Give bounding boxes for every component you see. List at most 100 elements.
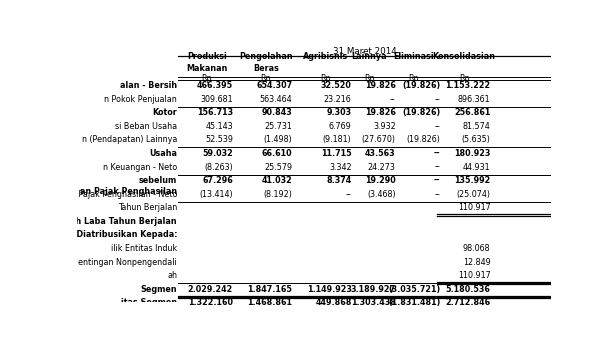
Text: 466.395: 466.395	[197, 81, 233, 90]
Text: (19.826): (19.826)	[402, 81, 440, 90]
Text: 309.681: 309.681	[200, 95, 233, 104]
Text: si Beban Usaha: si Beban Usaha	[115, 122, 177, 131]
Text: Produksi
Makanan: Produksi Makanan	[186, 53, 228, 73]
Text: 98.068: 98.068	[463, 244, 491, 253]
Text: --: --	[390, 95, 396, 104]
Text: entingan Nonpengendali: entingan Nonpengendali	[78, 258, 177, 266]
Text: 156.713: 156.713	[197, 108, 233, 117]
Text: Rp: Rp	[320, 74, 330, 83]
Text: 654.307: 654.307	[256, 81, 293, 90]
Text: n Keuangan - Neto: n Keuangan - Neto	[103, 163, 177, 172]
Text: 25.579: 25.579	[264, 163, 293, 172]
Text: Rp: Rp	[364, 74, 375, 83]
Text: 11.715: 11.715	[321, 149, 352, 158]
Text: sebelum
an Pajak Penghasilan: sebelum an Pajak Penghasilan	[80, 176, 177, 196]
Text: 256.861: 256.861	[454, 108, 491, 117]
Text: 6.769: 6.769	[329, 122, 352, 131]
Text: Eliminasi: Eliminasi	[394, 53, 435, 61]
Text: (25.074): (25.074)	[457, 190, 491, 199]
Text: 2.029.242: 2.029.242	[188, 285, 233, 294]
Text: (9.181): (9.181)	[323, 136, 352, 144]
Text: Rp: Rp	[459, 74, 469, 83]
Text: 110.917: 110.917	[458, 203, 491, 212]
Text: 67.296: 67.296	[203, 176, 233, 185]
Text: Segmen: Segmen	[140, 285, 177, 294]
Text: (13.414): (13.414)	[200, 190, 233, 199]
Text: 9.303: 9.303	[326, 108, 352, 117]
Text: (1.831.481): (1.831.481)	[388, 298, 440, 307]
Text: ah: ah	[167, 271, 177, 280]
Text: 1.153.222: 1.153.222	[446, 81, 491, 90]
Text: 449.868: 449.868	[315, 298, 352, 307]
Text: --: --	[435, 163, 440, 172]
Text: --: --	[434, 176, 440, 185]
Text: (19.826): (19.826)	[402, 108, 440, 117]
Text: Kotor: Kotor	[152, 108, 177, 117]
Text: n (Pendapatan) Lainnya: n (Pendapatan) Lainnya	[81, 136, 177, 144]
Text: 5.180.536: 5.180.536	[446, 285, 491, 294]
Text: (27.670): (27.670)	[362, 136, 396, 144]
Text: 896.361: 896.361	[458, 95, 491, 104]
Text: 1.468.861: 1.468.861	[247, 298, 293, 307]
Text: 2.712.846: 2.712.846	[446, 298, 491, 307]
Text: 180.923: 180.923	[454, 149, 491, 158]
Text: 81.574: 81.574	[463, 122, 491, 131]
Text: Rp: Rp	[409, 74, 419, 83]
Text: 25.731: 25.731	[264, 122, 293, 131]
Text: 1.303.438: 1.303.438	[351, 298, 396, 307]
Text: n Pokok Penjualan: n Pokok Penjualan	[104, 95, 177, 104]
Text: 3.189.927: 3.189.927	[351, 285, 396, 294]
Text: 1.847.165: 1.847.165	[247, 285, 293, 294]
Text: 135.992: 135.992	[454, 176, 491, 185]
Text: 19.290: 19.290	[365, 176, 396, 185]
Text: n Pajak Penghasilan - Neto: n Pajak Penghasilan - Neto	[70, 190, 177, 199]
Text: --: --	[434, 149, 440, 158]
Text: (1.498): (1.498)	[264, 136, 293, 144]
Text: 3.342: 3.342	[329, 163, 352, 172]
Text: 563.464: 563.464	[259, 95, 293, 104]
Text: 1.322.160: 1.322.160	[188, 298, 233, 307]
Text: (3.468): (3.468)	[367, 190, 396, 199]
Text: Pengolahan
Beras: Pengolahan Beras	[239, 53, 293, 73]
Text: Konsolidasian: Konsolidasian	[433, 53, 496, 61]
Text: 8.374: 8.374	[326, 176, 352, 185]
Text: (5.635): (5.635)	[461, 136, 491, 144]
Text: ilik Entitas Induk: ilik Entitas Induk	[111, 244, 177, 253]
Text: 43.563: 43.563	[365, 149, 396, 158]
Text: 44.931: 44.931	[463, 163, 491, 172]
Text: Tahun Berjalan: Tahun Berjalan	[118, 203, 177, 212]
Text: 24.273: 24.273	[368, 163, 396, 172]
Text: 12.849: 12.849	[463, 258, 491, 266]
Text: Agribisnis: Agribisnis	[303, 53, 348, 61]
Text: 66.610: 66.610	[262, 149, 293, 158]
Text: 23.216: 23.216	[324, 95, 352, 104]
Text: Rp: Rp	[201, 74, 212, 83]
Text: (19.826): (19.826)	[406, 136, 440, 144]
Text: 31 Maret 2014: 31 Maret 2014	[333, 47, 397, 56]
Text: --: --	[435, 190, 440, 199]
Text: 41.032: 41.032	[261, 176, 293, 185]
Text: 59.032: 59.032	[203, 149, 233, 158]
Text: 52.539: 52.539	[205, 136, 233, 144]
Text: itas Segmen: itas Segmen	[121, 298, 177, 307]
Text: (8.263): (8.263)	[204, 163, 233, 172]
Text: --: --	[435, 122, 440, 131]
Text: 110.917: 110.917	[458, 271, 491, 280]
Text: 1.149.923: 1.149.923	[307, 285, 352, 294]
Text: 32.520: 32.520	[321, 81, 352, 90]
Text: --: --	[435, 95, 440, 104]
Text: Rp: Rp	[261, 74, 271, 83]
Text: 3.932: 3.932	[373, 122, 396, 131]
Text: 19.826: 19.826	[365, 108, 396, 117]
Text: (3.035.721): (3.035.721)	[388, 285, 440, 294]
Text: 45.143: 45.143	[206, 122, 233, 131]
Text: Lainnya: Lainnya	[351, 53, 387, 61]
Text: 90.843: 90.843	[261, 108, 293, 117]
Text: 19.826: 19.826	[365, 81, 396, 90]
Text: --: --	[346, 190, 352, 199]
Text: ah Laba Tahun Berjalan: ah Laba Tahun Berjalan	[70, 217, 177, 226]
Text: alan - Bersih: alan - Bersih	[120, 81, 177, 90]
Text: Usaha: Usaha	[149, 149, 177, 158]
Text: (8.192): (8.192)	[263, 190, 293, 199]
Text: g Diatribusikan Kepada:: g Diatribusikan Kepada:	[67, 231, 177, 239]
